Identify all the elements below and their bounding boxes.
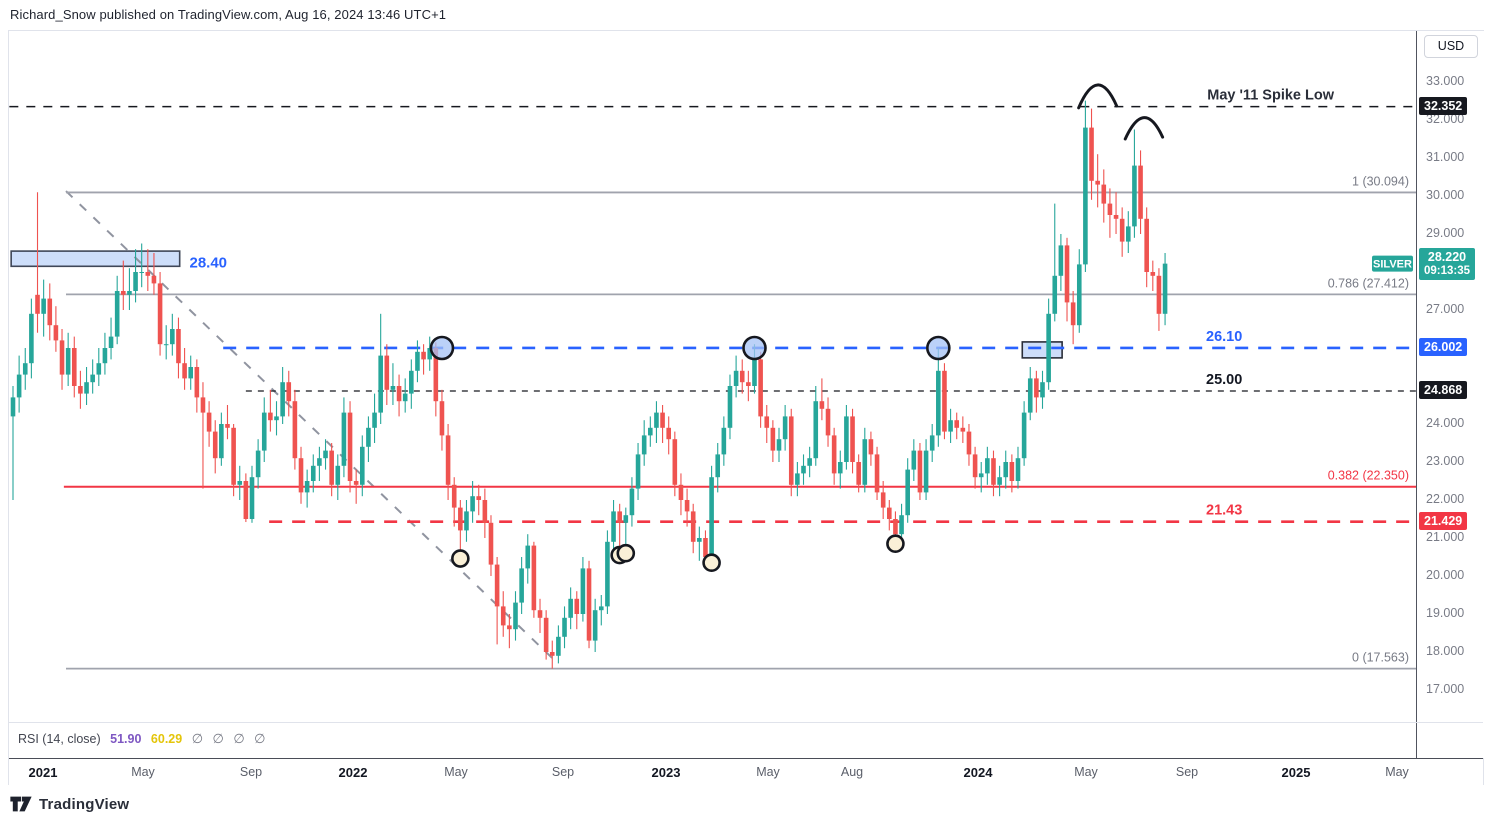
rsi-empty-plot-icon[interactable]: ∅ (233, 731, 245, 746)
supply-zone-2840[interactable] (10, 250, 181, 268)
swing-low-circle-marker[interactable] (616, 543, 636, 563)
rsi-value-2: 60.29 (150, 732, 183, 746)
publish-byline: Richard_Snow published on TradingView.co… (10, 7, 447, 22)
price-tick-label: 30.000 (1426, 188, 1465, 202)
currency-toggle-button[interactable]: USD (1424, 35, 1478, 58)
time-tick-year: 2023 (651, 765, 681, 780)
resistance-2610-label: 26.10 (1206, 329, 1242, 345)
price-tick-label: 33.000 (1426, 74, 1465, 88)
time-tick-year: 2024 (963, 765, 993, 780)
bar-countdown: 09:13:35 (1424, 264, 1471, 277)
price-tick-label: 19.000 (1426, 606, 1465, 620)
time-tick-month: Aug (840, 765, 864, 779)
price-tick-label: 21.000 (1426, 530, 1465, 544)
time-tick-month: May (131, 765, 155, 779)
price-tick-label: 27.000 (1426, 302, 1465, 316)
price-tick-label: 22.000 (1426, 492, 1465, 506)
price-tick-label: 17.000 (1426, 682, 1465, 696)
time-tick-year: 2022 (338, 765, 368, 780)
price-axis-tag: 28.220 09:13:35 (1419, 247, 1476, 280)
chart-frame: May '11 Spike Low 1 (30.094) 0.786 (27.412… (8, 30, 1484, 785)
price-scale[interactable]: USD 33.000 32.000 31.000 30.000 29.000 27.000… (1416, 31, 1484, 758)
price-axis-tag: 24.868 (1419, 381, 1468, 400)
price-axis-tag: 32.352 (1419, 96, 1468, 115)
time-tick-month: Sep (551, 765, 575, 779)
rsi-title: RSI (14, close) (18, 732, 101, 746)
rsi-value-1: 51.90 (110, 732, 142, 746)
rsi-empty-plot-icon[interactable]: ∅ (212, 731, 224, 746)
candlestick-series (10, 100, 1168, 669)
level-touch-circle-marker[interactable] (742, 335, 767, 361)
peak-arc-2[interactable] (1123, 116, 1165, 141)
pane-separator[interactable] (9, 722, 1483, 723)
may11-spike-low-label: May '11 Spike Low (1207, 88, 1334, 104)
footer: TradingView (10, 792, 129, 816)
time-tick-month: May (444, 765, 468, 779)
swing-low-circle-marker[interactable] (702, 553, 721, 573)
publish-header: Richard_Snow published on TradingView.co… (0, 0, 1492, 28)
price-tick-label: 18.000 (1426, 644, 1465, 658)
price-tick-label: 29.000 (1426, 226, 1465, 240)
time-tick-month: Sep (239, 765, 263, 779)
level-touch-circle-marker[interactable] (429, 335, 455, 361)
tradingview-logo-icon[interactable] (10, 795, 32, 813)
symbol-tag (1372, 255, 1413, 272)
downtrend-line[interactable] (65, 190, 559, 665)
price-tick-label: 31.000 (1426, 150, 1465, 164)
time-scale[interactable]: 2021 May Sep 2022 May Sep 2023 May Aug 2024 May Sep… (9, 758, 1483, 785)
price-axis-tag: 21.429 (1419, 511, 1468, 530)
price-tick-label: 24.000 (1426, 416, 1465, 430)
price-chart-pane[interactable]: May '11 Spike Low 1 (30.094) 0.786 (27.412… (9, 31, 1416, 758)
symbol-tag-label: SILVER (1373, 259, 1412, 271)
level-2500-label: 25.00 (1206, 372, 1242, 388)
swing-low-circle-marker[interactable] (451, 549, 470, 568)
swing-low-circle-marker[interactable] (886, 534, 905, 554)
tradingview-wordmark[interactable]: TradingView (39, 795, 130, 813)
time-tick-month: May (756, 765, 780, 779)
breakout-box-2610[interactable] (1021, 341, 1063, 359)
rsi-empty-plot-icon[interactable]: ∅ (191, 731, 204, 746)
price-axis-tag: 26.002 (1419, 337, 1468, 356)
time-tick-year: 2021 (28, 765, 58, 780)
price-tick-label: 23.000 (1426, 454, 1465, 468)
fib-0-label: 0 (17.563) (1352, 651, 1409, 665)
level-touch-circle-marker[interactable] (926, 335, 951, 361)
supply-zone-2840-label: 28.40 (189, 254, 227, 271)
price-tick-label: 20.000 (1426, 568, 1465, 582)
time-tick-month: May (1074, 765, 1098, 779)
support-2143-label: 21.43 (1206, 503, 1242, 519)
time-tick-month: May (1385, 765, 1409, 779)
fib-0786-label: 0.786 (27.412) (1328, 276, 1409, 290)
time-tick-year: 2025 (1281, 765, 1311, 780)
fib-1-label: 1 (30.094) (1352, 174, 1409, 188)
time-tick-month: Sep (1175, 765, 1199, 779)
peak-arc-1[interactable] (1077, 83, 1119, 110)
rsi-empty-plot-icon[interactable]: ∅ (254, 731, 266, 746)
rsi-legend: RSI (14, close) 51.90 60.29 ∅ ∅ ∅ ∅ (18, 731, 271, 747)
price-tick-label: 32.000 (1426, 112, 1465, 126)
fib-0382-label: 0.382 (22.350) (1328, 469, 1409, 483)
